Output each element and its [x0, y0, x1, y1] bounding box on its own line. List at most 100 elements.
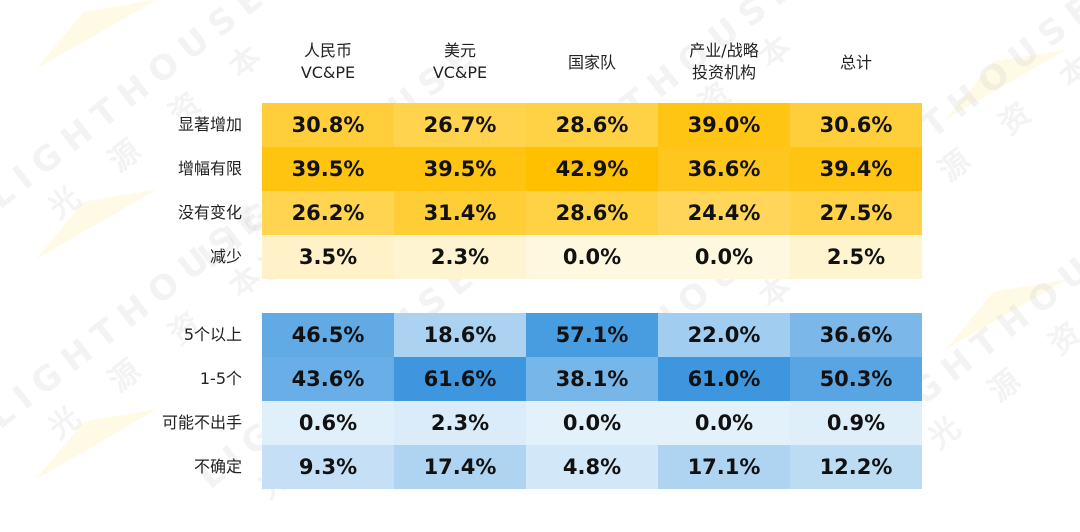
cell-value: 30.6%	[819, 113, 893, 137]
column-header: 产业/战略投资机构	[658, 40, 790, 84]
heatmap-cell: 39.0%	[658, 103, 790, 147]
watermark-triangle	[932, 26, 1068, 120]
heatmap-cell: 0.0%	[526, 235, 658, 279]
heatmap-cell: 0.0%	[526, 401, 658, 445]
heatmap-cell: 17.1%	[658, 445, 790, 489]
column-header: 美元 VC&PE	[394, 40, 526, 84]
cell-value: 0.0%	[694, 245, 754, 269]
row-label: 显著增加	[177, 115, 242, 134]
cell-value: 17.1%	[687, 455, 761, 479]
cell-value: 61.6%	[423, 367, 497, 391]
watermark-cn: 光 源 资 本	[921, 258, 1080, 457]
heatmap-cell: 0.0%	[658, 401, 790, 445]
heatmap-cell: 46.5%	[262, 313, 394, 357]
heatmap-cell: 27.5%	[790, 191, 922, 235]
column-header-line: 国家队	[567, 53, 616, 72]
heatmap-cell: 39.5%	[394, 147, 526, 191]
heatmap-cell: 50.3%	[790, 357, 922, 401]
heatmap-cell: 2.3%	[394, 235, 526, 279]
cell-value: 0.9%	[826, 411, 886, 435]
cell-value: 43.6%	[291, 367, 365, 391]
cell-value: 22.0%	[687, 323, 761, 347]
heatmap-cell: 30.8%	[262, 103, 394, 147]
cell-value: 28.6%	[555, 113, 629, 137]
row-label: 可能不出手	[161, 413, 242, 432]
heatmap-cell: 57.1%	[526, 313, 658, 357]
column-header: 国家队	[526, 52, 658, 74]
heatmap-cell: 36.6%	[658, 147, 790, 191]
cell-value: 42.9%	[555, 157, 629, 181]
column-header-line: 美元	[443, 41, 476, 60]
cell-value: 17.4%	[423, 455, 497, 479]
cell-value: 39.5%	[423, 157, 497, 181]
column-header: 总计	[790, 52, 922, 74]
cell-value: 0.6%	[298, 411, 358, 435]
heatmap-cell: 0.9%	[790, 401, 922, 445]
heatmap-cell: 0.6%	[262, 401, 394, 445]
heatmap-cell: 28.6%	[526, 103, 658, 147]
cell-value: 0.0%	[562, 245, 622, 269]
cell-value: 2.3%	[430, 411, 490, 435]
cell-value: 26.7%	[423, 113, 497, 137]
heatmap-cell: 18.6%	[394, 313, 526, 357]
cell-value: 31.4%	[423, 201, 497, 225]
heatmap-cell: 2.3%	[394, 401, 526, 445]
watermark-triangle	[22, 0, 158, 70]
row-label: 1-5个	[199, 369, 242, 388]
row-label: 没有变化	[177, 203, 242, 222]
heatmap-cell: 12.2%	[790, 445, 922, 489]
column-header-line: VC&PE	[432, 63, 488, 82]
heatmap-cell: 61.0%	[658, 357, 790, 401]
heatmap-cell: 26.2%	[262, 191, 394, 235]
cell-value: 39.0%	[687, 113, 761, 137]
heatmap-cell: 26.7%	[394, 103, 526, 147]
heatmap-cell: 36.6%	[790, 313, 922, 357]
cell-value: 0.0%	[694, 411, 754, 435]
cell-value: 46.5%	[291, 323, 365, 347]
heatmap-cell: 0.0%	[658, 235, 790, 279]
heatmap-cell: 42.9%	[526, 147, 658, 191]
cell-value: 38.1%	[555, 367, 629, 391]
heatmap-cell: 9.3%	[262, 445, 394, 489]
cell-value: 39.4%	[819, 157, 893, 181]
heatmap-cell: 61.6%	[394, 357, 526, 401]
cell-value: 36.6%	[687, 157, 761, 181]
heatmap-cell: 31.4%	[394, 191, 526, 235]
row-label: 不确定	[193, 457, 242, 476]
cell-value: 4.8%	[562, 455, 622, 479]
watermark-triangle	[932, 256, 1068, 350]
cell-value: 3.5%	[298, 245, 358, 269]
heatmap-cell: 38.1%	[526, 357, 658, 401]
cell-value: 50.3%	[819, 367, 893, 391]
heatmap-cell: 39.4%	[790, 147, 922, 191]
column-header: 人民币 VC&PE	[262, 40, 394, 84]
column-header-line: 产业/战略	[689, 41, 759, 60]
cell-value: 27.5%	[819, 201, 893, 225]
heatmap-cell: 17.4%	[394, 445, 526, 489]
cell-value: 24.4%	[687, 201, 761, 225]
cell-value: 57.1%	[555, 323, 629, 347]
heatmap-cell: 39.5%	[262, 147, 394, 191]
column-header-line: 人民币	[303, 41, 352, 60]
cell-value: 2.5%	[826, 245, 886, 269]
heatmap-cell: 30.6%	[790, 103, 922, 147]
cell-value: 9.3%	[298, 455, 358, 479]
heatmap-cell: 43.6%	[262, 357, 394, 401]
heatmap-cell: 2.5%	[790, 235, 922, 279]
cell-value: 61.0%	[687, 367, 761, 391]
heatmap-cell: 28.6%	[526, 191, 658, 235]
heatmap-cell: 4.8%	[526, 445, 658, 489]
cell-value: 26.2%	[291, 201, 365, 225]
cell-value: 36.6%	[819, 323, 893, 347]
cell-value: 12.2%	[819, 455, 893, 479]
cell-value: 30.8%	[291, 113, 365, 137]
column-header-line: 投资机构	[691, 63, 756, 82]
heatmap-cell: 24.4%	[658, 191, 790, 235]
cell-value: 28.6%	[555, 201, 629, 225]
cell-value: 39.5%	[291, 157, 365, 181]
cell-value: 18.6%	[423, 323, 497, 347]
column-header-line: VC&PE	[300, 63, 356, 82]
row-label: 增幅有限	[177, 159, 242, 178]
column-header-line: 总计	[839, 53, 872, 72]
cell-value: 0.0%	[562, 411, 622, 435]
